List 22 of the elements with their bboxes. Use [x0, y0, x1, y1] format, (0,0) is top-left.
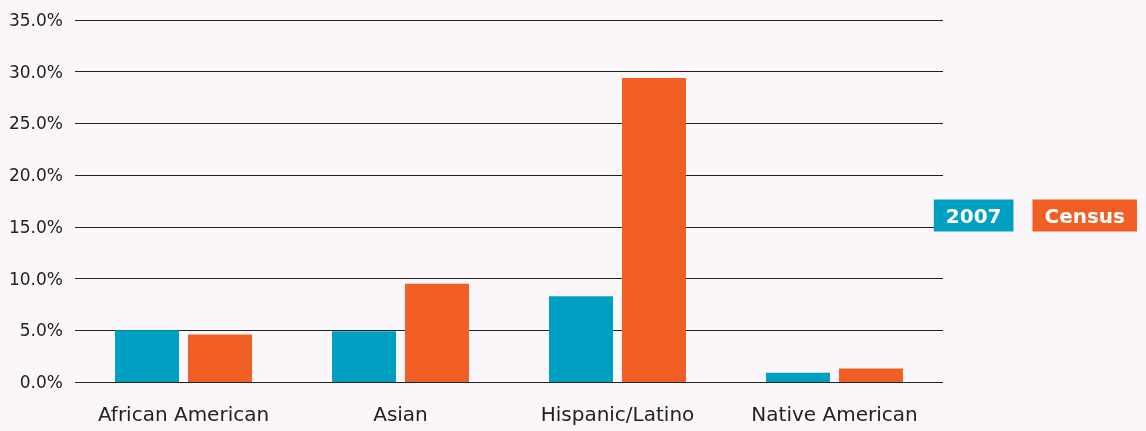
y-tick-label: 20.0% — [8, 165, 63, 186]
bar — [766, 372, 831, 382]
text: 2007 — [945, 203, 1002, 228]
x-tick-label: Native American — [751, 402, 918, 426]
y-tick-label: 25.0% — [8, 113, 63, 134]
x-tick-label: African American — [97, 402, 270, 426]
bar — [838, 368, 903, 382]
y-tick-label: 0.0% — [19, 372, 63, 392]
bar — [115, 330, 180, 382]
y-tick-label: 15.0% — [8, 216, 63, 237]
bar — [404, 283, 469, 382]
y-tick-label: 10.0% — [8, 268, 63, 289]
x-tick-label: Asian — [373, 402, 428, 426]
y-tick-label: 35.0% — [8, 10, 63, 30]
y-tick-label: 30.0% — [8, 61, 63, 82]
bar — [621, 77, 686, 382]
x-tick-label: Hispanic/Latino — [540, 402, 695, 426]
text: Census — [1044, 203, 1125, 228]
y-tick-label: 5.0% — [19, 320, 63, 341]
bar — [187, 334, 252, 382]
bar — [332, 331, 397, 382]
bar — [549, 296, 614, 382]
